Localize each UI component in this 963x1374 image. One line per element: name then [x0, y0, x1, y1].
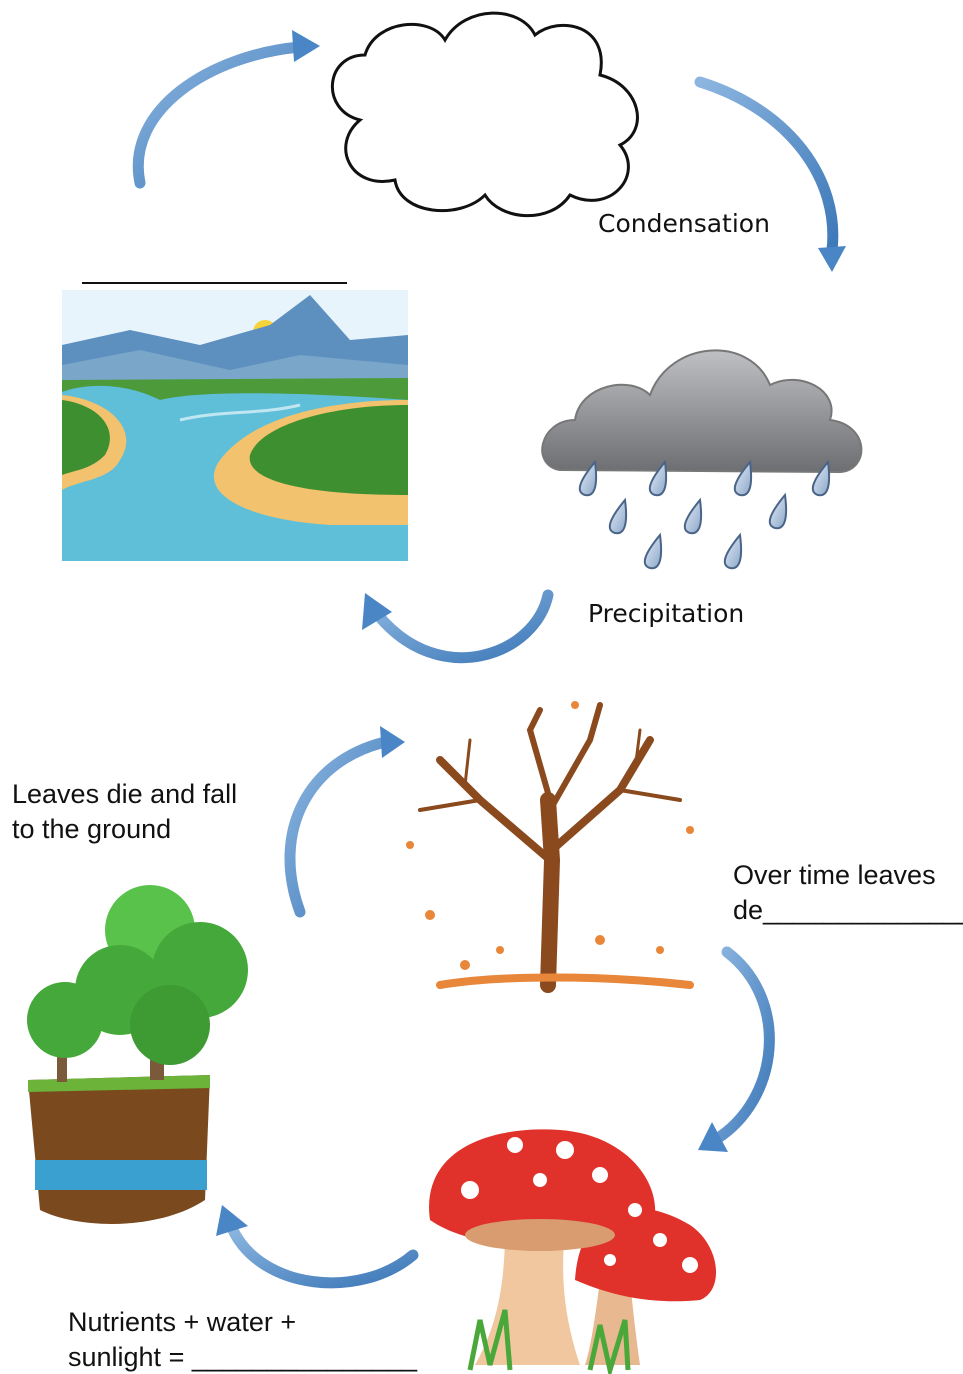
- arrow: [138, 47, 300, 183]
- landscape: [62, 290, 408, 561]
- rain-cloud: [542, 350, 861, 568]
- step-text: de______________: [733, 895, 963, 925]
- step-text: Leaves die and fall: [12, 779, 237, 809]
- stage-label: Condensation: [598, 209, 770, 238]
- arrow: [378, 595, 548, 658]
- step-text: to the ground: [12, 814, 171, 844]
- arrow-head: [818, 246, 846, 272]
- cloud-outline: [332, 13, 637, 216]
- step-text: Over time leaves: [733, 860, 936, 890]
- diagram: Condensation Precipitation Leaves die an…: [0, 0, 963, 1374]
- step-text: sunlight = _______________: [68, 1342, 418, 1372]
- arrow: [715, 952, 769, 1140]
- autumn-tree: [420, 705, 690, 985]
- mushrooms: [429, 1129, 716, 1370]
- arrow: [232, 1228, 413, 1283]
- arrow: [290, 742, 385, 912]
- arrow-head: [380, 726, 405, 758]
- step-text: Nutrients + water +: [68, 1307, 296, 1337]
- stage-label: Precipitation: [588, 599, 744, 628]
- arrow-head: [292, 30, 320, 62]
- forest-soil: [27, 885, 248, 1224]
